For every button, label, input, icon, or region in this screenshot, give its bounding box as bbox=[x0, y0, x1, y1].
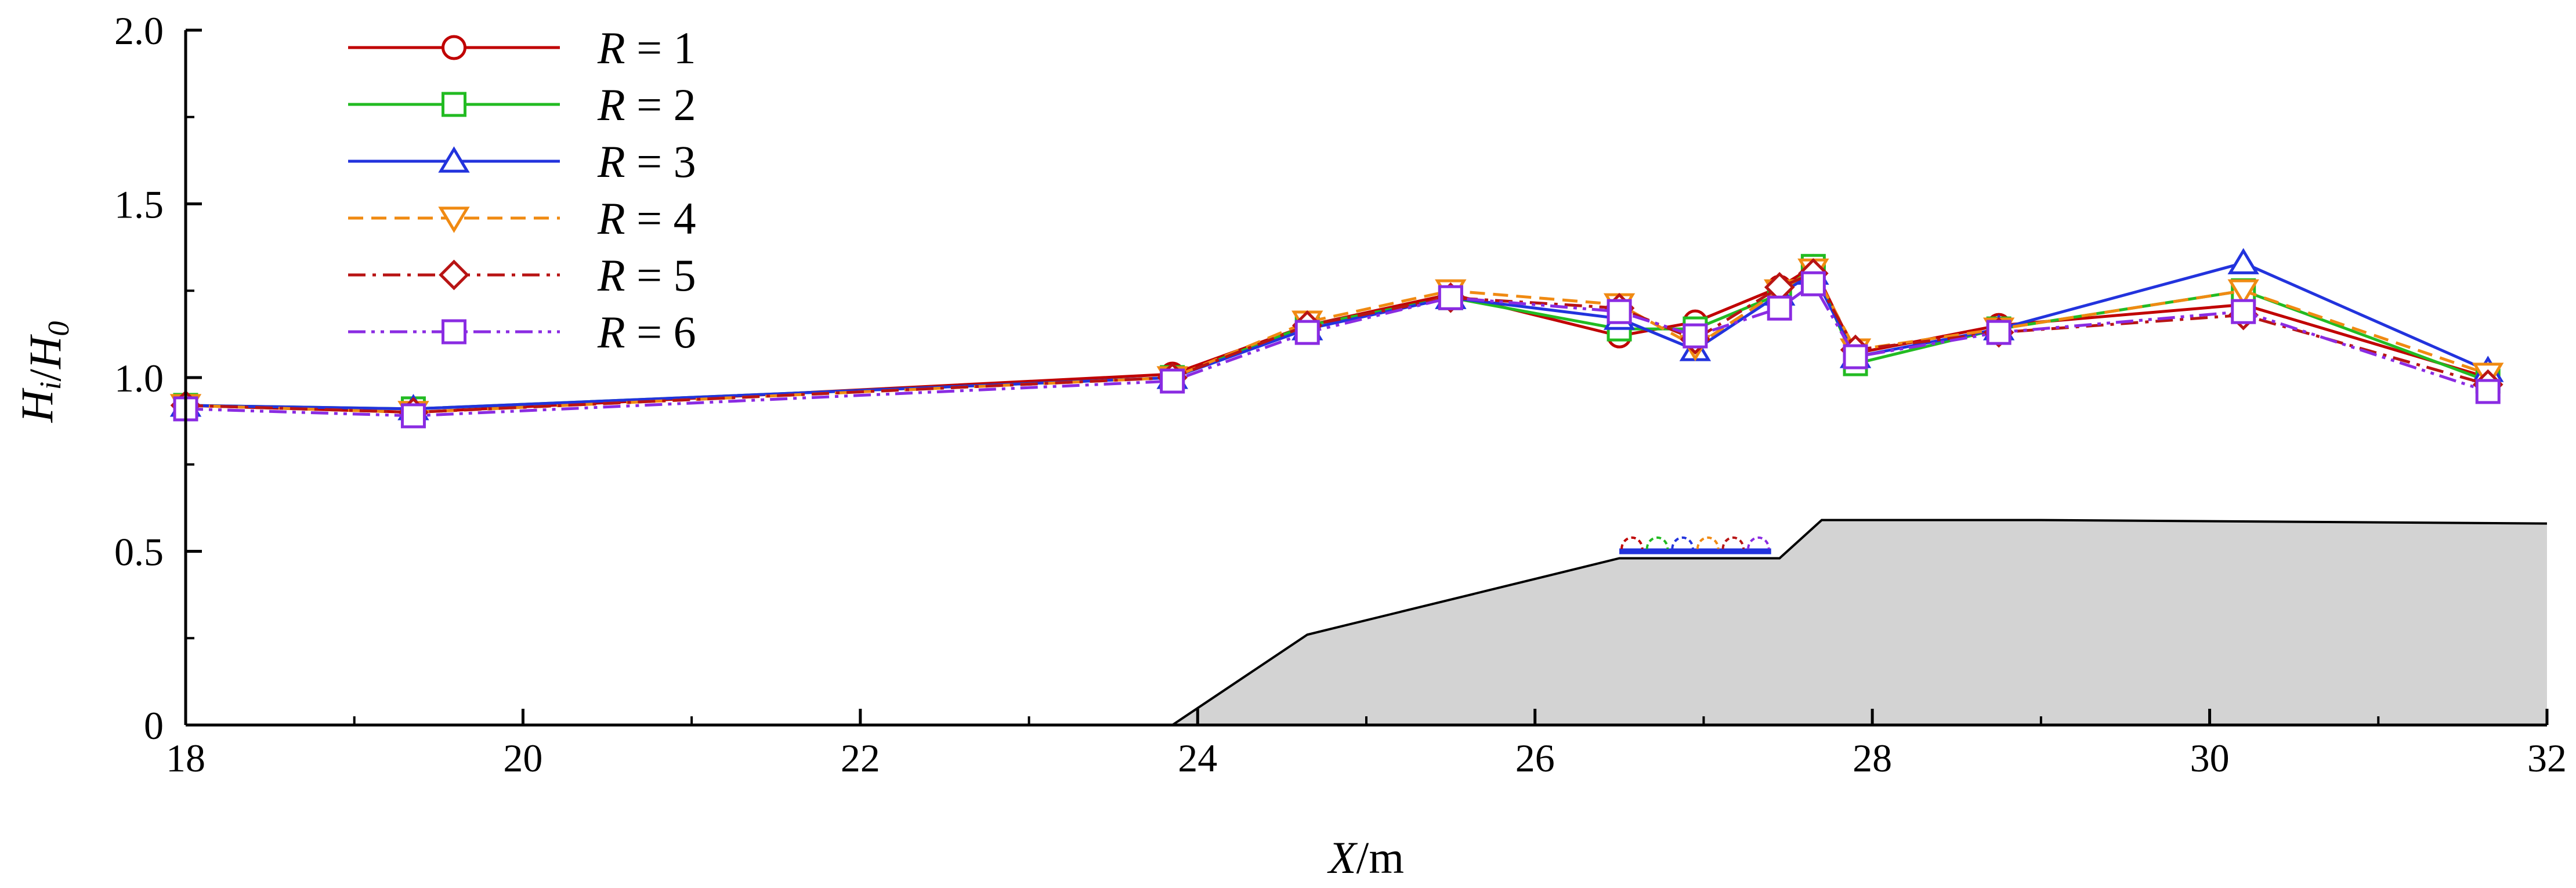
x-tick-label: 22 bbox=[841, 736, 880, 780]
data-point bbox=[1438, 285, 1463, 310]
legend-item: R = 4 bbox=[348, 193, 696, 244]
reef-arc bbox=[1747, 537, 1770, 549]
reef-arc bbox=[1721, 536, 1745, 549]
reef-arc bbox=[1696, 536, 1720, 549]
y-tick-label: 2.0 bbox=[114, 9, 164, 53]
data-point bbox=[1767, 295, 1792, 321]
legend-item: R = 3 bbox=[348, 136, 696, 187]
series-5 bbox=[170, 258, 2503, 428]
bathymetry-profile bbox=[1171, 519, 2548, 726]
bathymetry-layer bbox=[1171, 519, 2548, 726]
series-3 bbox=[169, 248, 2504, 421]
data-point bbox=[1607, 299, 1632, 324]
x-tick-label: 18 bbox=[166, 736, 205, 780]
series-2 bbox=[173, 253, 2501, 422]
series-4 bbox=[169, 258, 2504, 427]
legend-item: R = 2 bbox=[348, 79, 696, 130]
reef-arc bbox=[1671, 537, 1694, 549]
legend-label: R = 5 bbox=[597, 250, 696, 300]
series-line bbox=[185, 264, 2488, 414]
series-line bbox=[185, 264, 2489, 411]
series-1 bbox=[173, 253, 2501, 425]
data-point bbox=[1683, 323, 1708, 349]
series-line bbox=[185, 261, 2489, 411]
reef-arc bbox=[1620, 536, 1644, 549]
data-point bbox=[2227, 279, 2259, 306]
data-point bbox=[2231, 299, 2256, 324]
reef-structure bbox=[1619, 536, 1771, 554]
series-line bbox=[185, 281, 2489, 418]
x-tick-label: 20 bbox=[503, 736, 542, 780]
data-point bbox=[1294, 320, 1320, 345]
legend-item: R = 5 bbox=[348, 250, 696, 300]
series-line bbox=[185, 271, 2488, 414]
x-tick-label: 32 bbox=[2527, 736, 2567, 780]
legend: R = 1 R = 2 R = 3 R = 4 R = 5 R = 6 bbox=[348, 23, 696, 357]
y-tick-label: 1.0 bbox=[114, 356, 164, 400]
data-point bbox=[1160, 368, 1185, 394]
legend-item: R = 6 bbox=[348, 307, 696, 357]
x-tick-label: 30 bbox=[2190, 736, 2230, 780]
data-point bbox=[1843, 344, 1868, 369]
data-point bbox=[400, 403, 426, 429]
data-point bbox=[2475, 379, 2501, 404]
data-point bbox=[1800, 271, 1826, 296]
x-tick-label: 26 bbox=[1515, 736, 1555, 780]
legend-marker bbox=[438, 146, 470, 173]
legend-marker bbox=[442, 35, 466, 60]
y-tick-label: 0 bbox=[144, 704, 164, 748]
legend-label: R = 3 bbox=[597, 136, 696, 187]
legend-marker bbox=[442, 319, 466, 345]
y-tick-label: 0.5 bbox=[114, 530, 164, 574]
legend-item: R = 1 bbox=[348, 23, 696, 73]
legend-label: R = 6 bbox=[597, 307, 696, 357]
data-point bbox=[1986, 320, 2011, 345]
series-layer bbox=[169, 248, 2504, 429]
x-tick-label: 24 bbox=[1178, 736, 1217, 780]
legend-marker bbox=[442, 92, 466, 117]
reef-arc bbox=[1645, 536, 1669, 549]
y-axis-title: Hi/H0 bbox=[12, 321, 75, 423]
x-tick-label: 28 bbox=[1853, 736, 1892, 780]
x-axis-title: X/m bbox=[1327, 832, 1404, 883]
legend-label: R = 2 bbox=[597, 79, 696, 130]
bathymetry-fill bbox=[1172, 520, 2547, 725]
legend-marker bbox=[438, 206, 470, 233]
y-tick-label: 1.5 bbox=[114, 183, 164, 227]
axes: 18 20 22 24 26 28 30 32 0 0.5 1.0 1.5 2.0 bbox=[114, 9, 2567, 780]
legend-label: R = 4 bbox=[597, 193, 696, 244]
legend-label: R = 1 bbox=[597, 23, 696, 73]
data-point bbox=[2227, 248, 2259, 274]
legend-marker bbox=[439, 259, 469, 291]
